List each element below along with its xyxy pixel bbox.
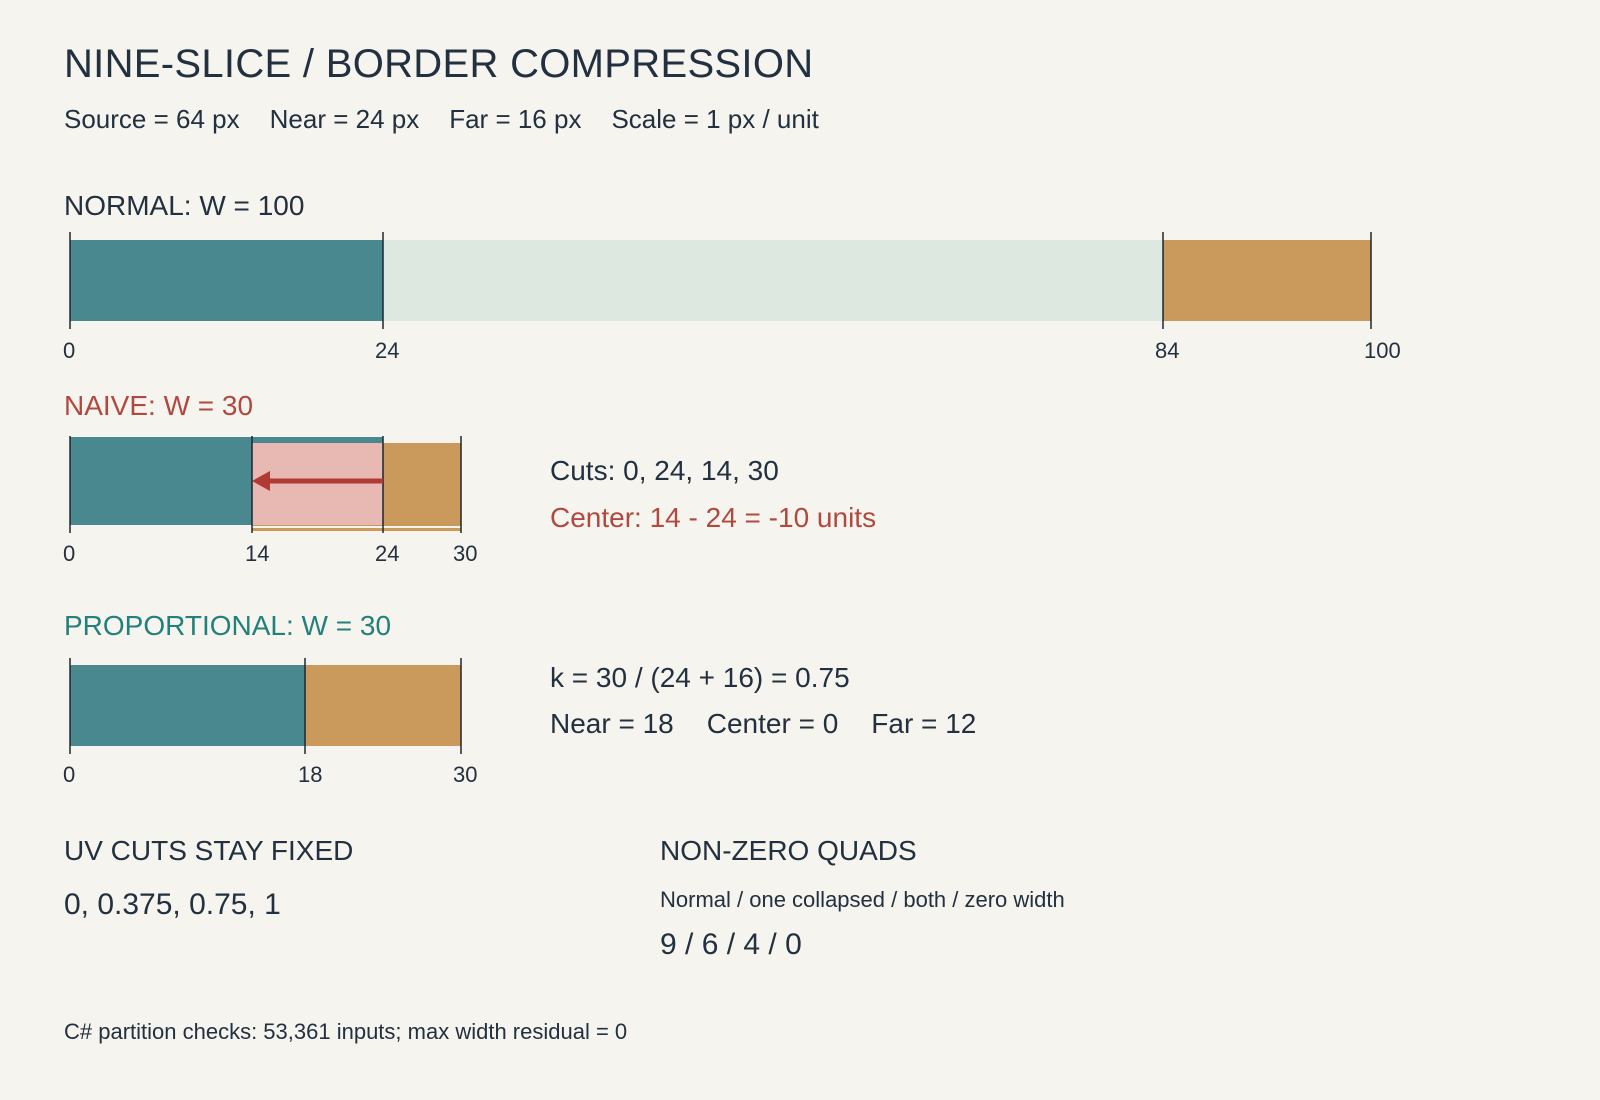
- quads-subtitle: Normal / one collapsed / both / zero wid…: [660, 887, 1065, 912]
- normal-tick-label-100: 100: [1364, 338, 1401, 363]
- footer-note: C# partition checks: 53,361 inputs; max …: [64, 1019, 628, 1044]
- scale-param: Scale = 1 px / unit: [611, 104, 819, 134]
- naive-tick-label-24: 24: [375, 541, 399, 566]
- normal-center-segment: [383, 240, 1163, 321]
- proportional-far-value: Far = 12: [871, 708, 977, 739]
- proportional-tick-label-18: 18: [298, 762, 322, 787]
- uv-heading: UV CUTS STAY FIXED: [64, 835, 354, 866]
- naive-arrow-head: [252, 471, 270, 491]
- naive-bar: 0 14 24 30: [63, 436, 477, 566]
- naive-center-note: Center: 14 - 24 = -10 units: [550, 502, 877, 533]
- proportional-bar: 0 18 30: [63, 658, 477, 787]
- normal-label: NORMAL: W = 100: [64, 190, 305, 221]
- proportional-tick-label-0: 0: [63, 762, 75, 787]
- far-param: Far = 16 px: [449, 104, 582, 134]
- naive-tick-label-14: 14: [245, 541, 269, 566]
- source-param: Source = 64 px: [64, 104, 240, 134]
- normal-far-segment: [1163, 240, 1371, 321]
- parameter-line: Source = 64 px Near = 24 px Far = 16 px Sca…: [64, 104, 849, 135]
- proportional-far-segment: [305, 665, 461, 746]
- normal-tick-label-0: 0: [63, 338, 75, 363]
- quads-heading: NON-ZERO QUADS: [660, 835, 917, 866]
- normal-tick-label-24: 24: [375, 338, 399, 363]
- quads-values: 9 / 6 / 4 / 0: [660, 928, 802, 961]
- naive-tick-label-30: 30: [453, 541, 477, 566]
- naive-overlap-region: [252, 443, 383, 525]
- normal-tick-label-84: 84: [1155, 338, 1179, 363]
- page-title: NINE-SLICE / BORDER COMPRESSION: [64, 42, 814, 86]
- naive-cuts-note: Cuts: 0, 24, 14, 30: [550, 455, 779, 486]
- proportional-k-note: k = 30 / (24 + 16) = 0.75: [550, 662, 850, 693]
- proportional-tick-label-30: 30: [453, 762, 477, 787]
- proportional-label: PROPORTIONAL: W = 30: [64, 610, 392, 641]
- proportional-center-value: Center = 0: [706, 708, 839, 739]
- uv-values: 0, 0.375, 0.75, 1: [64, 888, 281, 921]
- naive-tick-label-0: 0: [63, 541, 75, 566]
- proportional-near-segment: [70, 665, 305, 746]
- naive-label: NAIVE: W = 30: [64, 390, 254, 421]
- normal-bar: 0 24 84 100: [63, 232, 1401, 363]
- proportional-result-note: Near = 18 Center = 0 Far = 12: [550, 708, 976, 740]
- near-param: Near = 24 px: [269, 104, 420, 134]
- normal-near-segment: [70, 240, 383, 321]
- proportional-near-value: Near = 18: [550, 708, 674, 739]
